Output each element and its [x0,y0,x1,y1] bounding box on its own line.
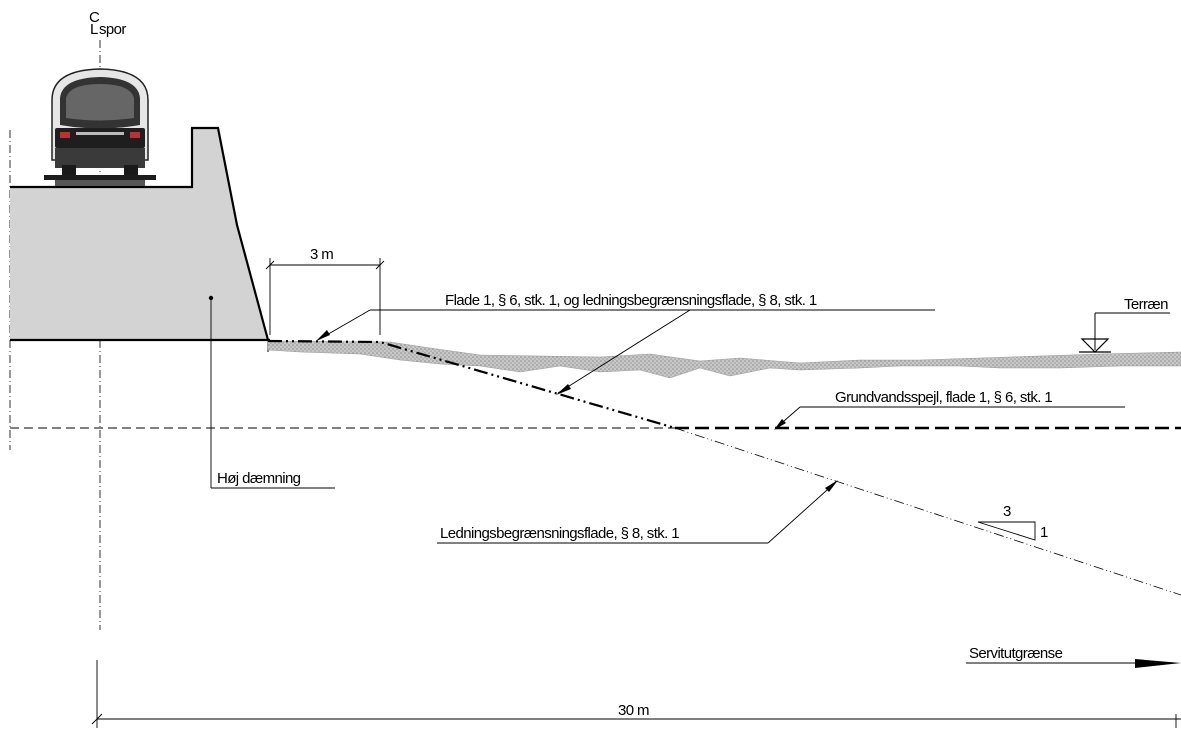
easement-label: Servitutgrænse [969,645,1063,662]
dimension-3m-label: 3 m [310,246,333,263]
cable-limitation-line [674,427,1181,596]
terrain-surface [267,340,1181,379]
dimension-30m-label: 30 m [618,702,649,719]
surface-1-line [267,339,676,430]
surface-1-leader-right-arrow [556,384,571,395]
groundwater-leader-arrow [774,419,786,430]
terrain-label: Terræn [1124,296,1168,313]
slope-run-label: 1 [1040,524,1048,541]
slope-rise-label: 3 [1003,503,1011,520]
dimension-30m-slash-left [91,713,103,725]
surface-1-leader-left-arrow [316,330,330,341]
centerline-track-label: spor [99,21,126,38]
train-icon [44,68,156,186]
terrain-marker-triangle [1080,338,1110,353]
slope-triangle [977,521,1036,541]
cable-surface-label: Ledningsbegrænsningsflade, § 8, stk. 1 [440,525,679,542]
surface-1-label: Flade 1, § 6, stk. 1, og ledningsbegræns… [445,292,817,309]
dimension-3m [265,258,385,335]
embankment [10,128,268,340]
cable-surface-leader-arrow [825,480,838,492]
centerline-suffix: L [90,21,98,38]
cable-surface-leader [767,481,837,544]
surface-1-leader-right [557,309,691,394]
embankment-outline [10,126,270,341]
centerline-symbol: C [89,9,100,26]
embankment-label: Høj dæmning [217,470,301,487]
easement-arrow [1135,659,1181,668]
groundwater-label: Grundvandsspejl, flade 1, § 6, stk. 1 [835,389,1052,406]
